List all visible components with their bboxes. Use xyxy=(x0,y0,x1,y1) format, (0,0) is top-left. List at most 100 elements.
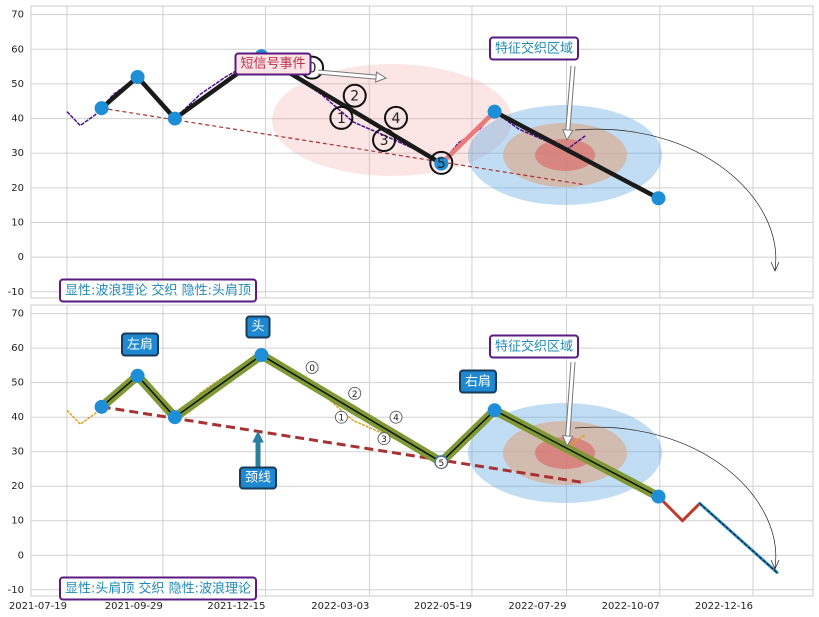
wave-label: 1 xyxy=(337,111,346,127)
wave-point xyxy=(94,399,109,414)
wave-label-circle xyxy=(384,105,409,130)
arrow-shaft xyxy=(317,70,377,79)
x-tick-label: 2022-03-03 xyxy=(311,601,369,612)
wave-label: 4 xyxy=(392,111,401,127)
wave-center xyxy=(174,354,263,418)
annotation-box xyxy=(58,576,258,601)
annotation: 右肩 xyxy=(465,374,491,390)
wave-segment xyxy=(492,109,661,201)
y-tick-label: 40 xyxy=(11,114,24,125)
x-tick-label: 2021-07-19 xyxy=(9,601,67,612)
wave-label: 2 xyxy=(352,390,358,400)
wave-point xyxy=(254,348,269,363)
y-tick-label: 10 xyxy=(11,217,24,228)
annotation-box xyxy=(234,52,312,76)
annotation-box xyxy=(238,466,278,490)
y-tick-label: 70 xyxy=(11,309,24,320)
annotation-box xyxy=(488,334,580,359)
wave-label-circle xyxy=(377,432,391,446)
y-tick-label: 70 xyxy=(11,10,24,21)
annotation: 特征交织区域 xyxy=(495,339,573,355)
annotation-box xyxy=(58,278,258,303)
wave-point xyxy=(651,191,666,206)
wave-point xyxy=(94,101,109,116)
wave-point xyxy=(487,403,502,418)
y-tick-label: -10 xyxy=(8,585,24,596)
forecast-curve xyxy=(574,128,777,271)
wave-label: 4 xyxy=(393,414,399,424)
wave-center xyxy=(493,409,660,498)
wave-label: 2 xyxy=(350,89,359,105)
arrow-head xyxy=(252,430,264,443)
wave-point xyxy=(434,156,449,171)
arrow-shaft xyxy=(566,361,575,437)
y-tick-label: 50 xyxy=(11,79,24,90)
annotation: 短信号事件 xyxy=(240,57,305,72)
neckline xyxy=(101,405,586,485)
wave-label-circle xyxy=(334,410,348,424)
wave-label-circle xyxy=(389,410,403,424)
y-tick-label: 30 xyxy=(11,148,24,159)
forecast-head xyxy=(770,261,780,272)
x-tick-label: 2022-05-19 xyxy=(414,601,472,612)
wave-label-circle xyxy=(342,83,367,108)
wave-point xyxy=(130,70,145,85)
annotation-box xyxy=(120,332,160,357)
wave-label: 1 xyxy=(339,414,345,424)
wave-point xyxy=(167,410,182,425)
x-tick-label: 2022-12-16 xyxy=(695,601,753,612)
wave-label: 0 xyxy=(309,364,315,374)
y-tick-label: 40 xyxy=(11,412,24,423)
forecast-head xyxy=(770,559,780,570)
y-tick-label: 30 xyxy=(11,447,24,458)
wave-label: 5 xyxy=(437,156,446,172)
wave-label-circle xyxy=(372,128,397,153)
wave-point xyxy=(130,368,145,383)
projection-segment xyxy=(680,501,702,523)
y-tick-label: 0 xyxy=(18,550,24,561)
wave-label: 5 xyxy=(438,459,444,469)
arrow-shaft xyxy=(566,65,575,131)
x-tick-label: 2022-10-07 xyxy=(602,601,660,612)
annotation: 左肩 xyxy=(127,337,153,353)
wave-center xyxy=(440,409,496,463)
x-tick-label: 2021-09-29 xyxy=(105,601,163,612)
y-tick-label: 10 xyxy=(11,516,24,527)
annotation-box xyxy=(245,315,271,339)
projection-dash xyxy=(699,502,778,574)
wave-segment xyxy=(99,74,140,111)
x-tick-label: 2021-12-15 xyxy=(207,601,265,612)
y-tick-label: 50 xyxy=(11,378,24,389)
annotation: 显性:波浪理论 交织 隐性:头肩顶 xyxy=(65,283,251,299)
zone-inner xyxy=(535,437,595,469)
wave-label-circle xyxy=(305,360,319,374)
wave-center xyxy=(136,375,176,418)
arrow-head xyxy=(375,71,388,83)
wave-label-circle xyxy=(348,386,362,400)
wave-point xyxy=(651,489,666,504)
wave-label: 3 xyxy=(380,133,389,149)
annotation: 特征交织区域 xyxy=(495,41,573,57)
zone-inner xyxy=(535,139,595,171)
y-tick-label: -10 xyxy=(8,287,24,298)
forecast-curve xyxy=(574,426,777,569)
wave-point xyxy=(167,111,182,126)
x-tick-label: 2022-07-29 xyxy=(508,601,566,612)
wave-segment xyxy=(135,74,178,121)
y-tick-label: 0 xyxy=(18,252,24,263)
arrow-head xyxy=(562,129,574,142)
signal-zone xyxy=(272,64,512,176)
wave-center xyxy=(260,354,443,463)
wave-label-circle xyxy=(434,455,448,469)
annotation: 显性:头肩顶 交织 隐性:波浪理论 xyxy=(65,581,251,597)
wave-point xyxy=(487,104,502,119)
wave-label: 3 xyxy=(381,435,387,445)
annotation-box xyxy=(488,36,580,61)
annotation: 头 xyxy=(251,320,264,335)
y-tick-label: 20 xyxy=(11,183,24,194)
wave-center xyxy=(100,375,139,408)
wave-label-circle xyxy=(429,150,454,175)
y-tick-label: 60 xyxy=(11,343,24,354)
y-tick-label: 60 xyxy=(11,44,24,55)
